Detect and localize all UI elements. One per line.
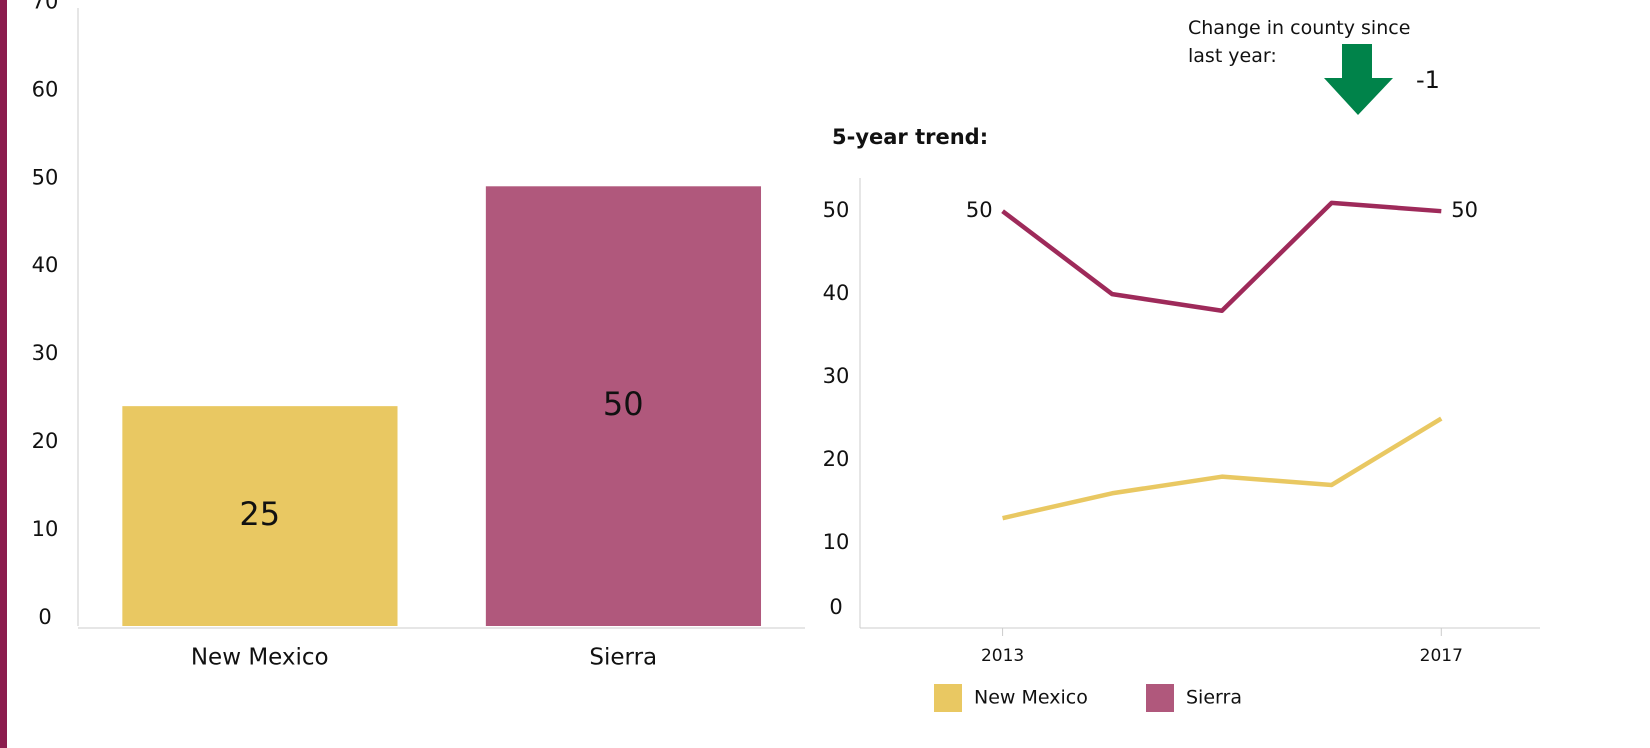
y-tick-label: 0 (829, 595, 842, 619)
x-tick-label: New Mexico (191, 645, 329, 671)
bar (485, 186, 762, 626)
y-tick-label: 50 (32, 165, 59, 189)
legend-swatch (934, 684, 962, 712)
bar-value-label: 50 (603, 385, 644, 423)
x-tick-label: 2017 (1420, 646, 1463, 666)
data-label: 50 (1451, 198, 1478, 222)
x-tick-label: 2013 (981, 646, 1024, 666)
change-label: Change in county since last year: (1188, 17, 1411, 67)
legend-label: Sierra (1186, 687, 1242, 709)
y-tick-label: 50 (823, 198, 850, 222)
x-tick-label: Sierra (589, 645, 657, 671)
y-tick-label: 20 (32, 429, 59, 453)
side-bar (0, 0, 7, 748)
y-tick-label: 30 (32, 341, 59, 365)
y-tick-label: 40 (32, 253, 59, 277)
bar (122, 406, 398, 626)
trend-title: 5-year trend: (832, 125, 989, 149)
legend-label: New Mexico (974, 687, 1088, 709)
y-tick-label: 10 (32, 517, 59, 541)
y-tick-label: 70 (32, 0, 59, 13)
y-tick-label: 10 (823, 530, 850, 554)
data-label: 50 (966, 198, 993, 222)
y-tick-label: 40 (823, 281, 850, 305)
line-series (1002, 416, 1443, 521)
y-tick-label: 30 (823, 364, 850, 388)
change-value: -1 (1416, 66, 1440, 94)
line-series (1001, 200, 1442, 313)
y-tick-label: 20 (823, 447, 850, 471)
bar-value-label: 25 (239, 495, 280, 533)
legend-swatch (1146, 684, 1174, 712)
y-tick-label: 60 (32, 77, 59, 101)
down-arrow (1324, 44, 1393, 115)
y-tick-label: 0 (38, 605, 51, 629)
